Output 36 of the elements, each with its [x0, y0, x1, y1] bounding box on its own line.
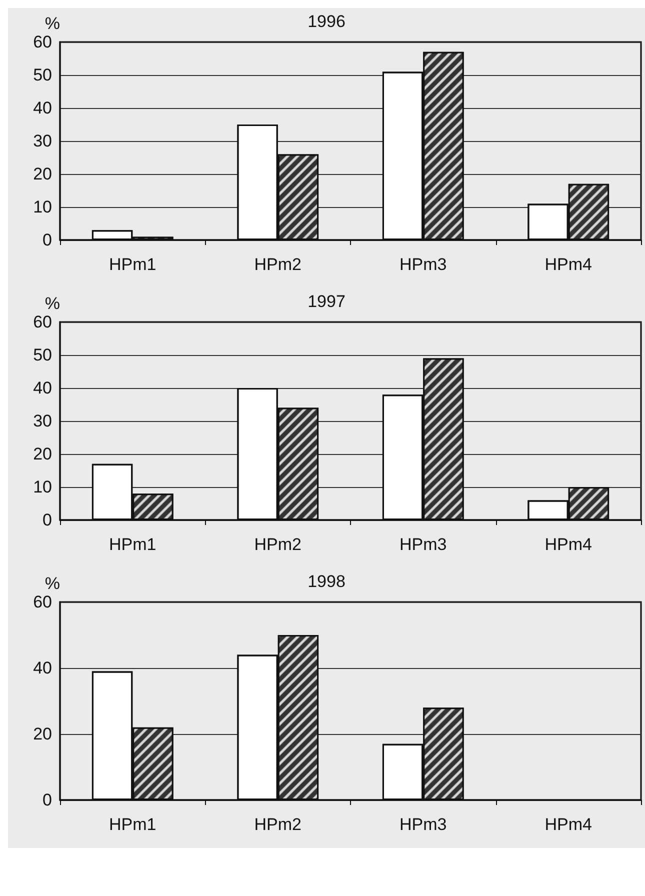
y-tick-label: 60: [33, 32, 52, 52]
x-tick-label: HPm3: [400, 535, 447, 554]
y-tick-label: 0: [42, 510, 52, 530]
y-tick-label: 0: [42, 790, 52, 810]
x-tick-label: HPm1: [109, 255, 156, 274]
y-axis-title: %: [44, 294, 60, 313]
y-tick-label: 60: [33, 592, 52, 612]
x-tick-label: HPm1: [109, 815, 156, 834]
y-tick-label: 50: [33, 66, 52, 84]
x-tick-label: HPm3: [400, 255, 447, 274]
x-tick-label: HPm1: [109, 535, 156, 554]
chart-title: 1998: [308, 572, 346, 591]
y-tick-label: 20: [33, 164, 52, 184]
x-tick-label: HPm4: [544, 255, 592, 274]
y-tick-label: 30: [33, 132, 52, 150]
x-tick-label: HPm4: [544, 815, 592, 834]
chart-title: 1997: [308, 292, 346, 311]
y-axis-title: %: [44, 574, 60, 593]
y-tick-label: 20: [33, 724, 52, 744]
y-tick-label: 50: [33, 346, 52, 364]
y-tick-label: 40: [33, 378, 52, 398]
y-tick-label: 40: [33, 98, 52, 118]
y-axis-title: %: [44, 14, 60, 33]
x-tick-label: HPm3: [400, 815, 447, 834]
y-tick-label: 60: [33, 312, 52, 332]
y-tick-label: 0: [42, 230, 52, 250]
chart-title: 1996: [308, 12, 346, 31]
y-tick-label: 10: [33, 478, 52, 496]
y-tick-label: 10: [33, 198, 52, 216]
x-tick-label: HPm2: [254, 815, 302, 834]
y-tick-label: 20: [33, 444, 52, 464]
x-tick-label: HPm4: [544, 535, 592, 554]
y-tick-label: 40: [33, 658, 52, 678]
x-tick-label: HPm2: [254, 535, 302, 554]
x-tick-label: HPm2: [254, 255, 302, 274]
y-tick-label: 30: [33, 412, 52, 430]
